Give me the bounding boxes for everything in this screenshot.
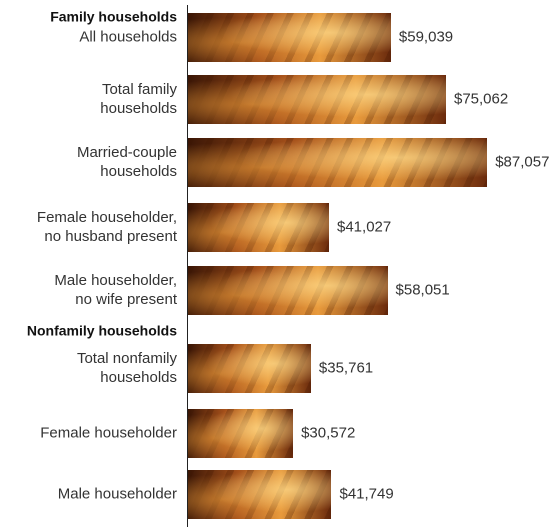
value-label: $59,039 — [398, 28, 454, 46]
value-label: $75,062 — [453, 90, 509, 108]
value-label: $87,057 — [495, 153, 550, 171]
value-label: $58,051 — [395, 281, 450, 299]
bar — [188, 12, 391, 62]
group-header: Family households — [50, 8, 177, 25]
category-label: Total family households — [100, 81, 177, 117]
value-label: $35,761 — [318, 359, 374, 377]
bar — [188, 343, 311, 393]
category-label: Total nonfamily households — [76, 350, 177, 386]
category-label: Married-couple households — [76, 144, 177, 180]
category-label: Male householder — [57, 485, 177, 503]
axis-line — [187, 5, 188, 527]
bar — [188, 265, 388, 315]
group-header: Nonfamily households — [26, 322, 177, 339]
bar — [188, 469, 332, 519]
bar — [188, 137, 488, 187]
value-label: $41,749 — [339, 485, 394, 503]
bar — [188, 408, 294, 458]
category-label: Female householder, no husband present — [36, 209, 177, 245]
value-label: $41,027 — [337, 218, 392, 236]
bar — [188, 74, 446, 124]
category-label: All households — [79, 28, 177, 46]
value-label: $30,572 — [301, 424, 356, 442]
category-label: Female householder — [40, 424, 177, 442]
bar — [188, 202, 329, 252]
category-label: Male householder, no wife present — [54, 272, 177, 308]
